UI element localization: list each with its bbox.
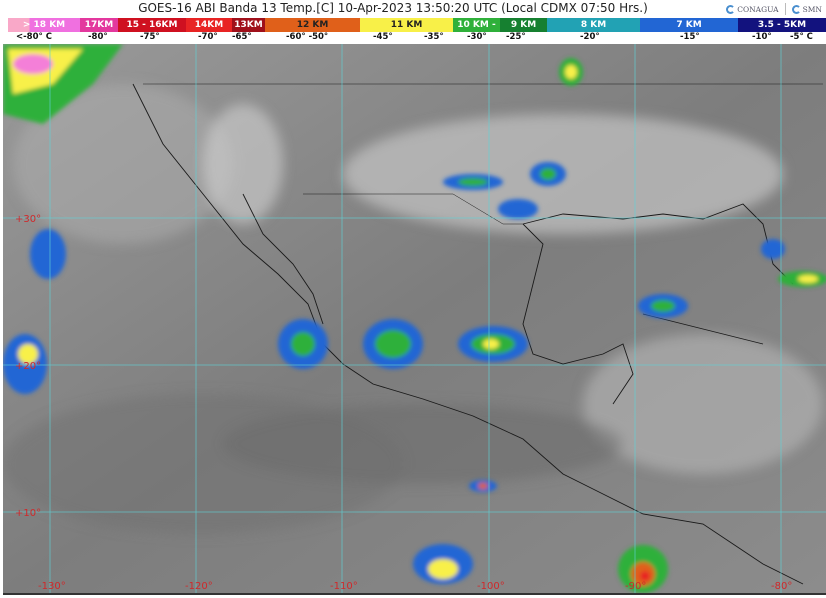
temp-label: -20° [580,32,600,42]
temp-label: -65° [232,32,252,42]
legend-12km: 12 KM [265,18,360,32]
lon-label: -120° [185,581,213,592]
legend-15-16km: 15 - 16KM [118,18,186,32]
legend-11km: 11 KM [360,18,453,32]
legend-10km: 10 KM - [453,18,500,32]
temp-label: -25° [506,32,526,42]
temp-label: -45° [373,32,393,42]
logo-divider [784,3,786,15]
lon-label: -110° [330,581,358,592]
legend-13km: 13KM [232,18,265,32]
title-text: GOES-16 ABI Banda 13 Temp.[C] 10-Apr-202… [138,1,648,15]
conagua-logo: CONAGUA [726,4,779,14]
lat-label: +20° [15,361,41,372]
lon-label: -100° [477,581,505,592]
map-frame [3,593,826,595]
lat-label: +10° [15,508,41,519]
temp-label: -80° [88,32,108,42]
lat-label: +30° [15,214,41,225]
legend-14km: 14KM [186,18,232,32]
temp-label: -10° [752,32,772,42]
temperature-scale: <-80° C -80° -75° -70° -65° -60° -50° -4… [0,32,826,44]
lon-label: -90° [625,581,646,592]
conagua-logo-text: CONAGUA [737,4,779,14]
legend-8km: 8 KM [547,18,640,32]
smn-logo-icon [791,4,801,14]
temp-label: -35° [424,32,444,42]
temp-label: -75° [140,32,160,42]
legend-17km: 17KM [80,18,118,32]
temp-label: -70° [198,32,218,42]
legend-9km: 9 KM [500,18,547,32]
temp-label: -60° -50° [286,32,329,42]
conagua-logo-icon [726,4,736,14]
logos: CONAGUA SMN [726,3,822,15]
image-title: GOES-16 ABI Banda 13 Temp.[C] 10-Apr-202… [0,0,826,18]
deep-convection [3,44,826,593]
legend-3-5-5km: 3.5 - 5KM [738,18,826,32]
temp-label: -5° C [790,32,813,42]
coastlines [132,83,823,585]
temp-label: -15° [680,32,700,42]
legend-18km: > 18 KM [8,18,80,32]
legend-7km: 7 KM [640,18,738,32]
lon-label: -130° [38,581,66,592]
temp-label: -30° [467,32,487,42]
graticule-labels: +30° +20° +10° -130° -120° -110° -100° -… [15,214,792,592]
color-legend: > 18 KM 17KM 15 - 16KM 14KM 13KM 12 KM 1… [8,18,826,32]
satellite-map: +30° +20° +10° -130° -120° -110° -100° -… [3,44,826,593]
graticule [3,44,826,593]
smn-logo-text: SMN [802,4,822,14]
smn-logo: SMN [791,4,822,14]
temp-label: <-80° C [16,32,52,42]
lon-label: -80° [771,581,792,592]
